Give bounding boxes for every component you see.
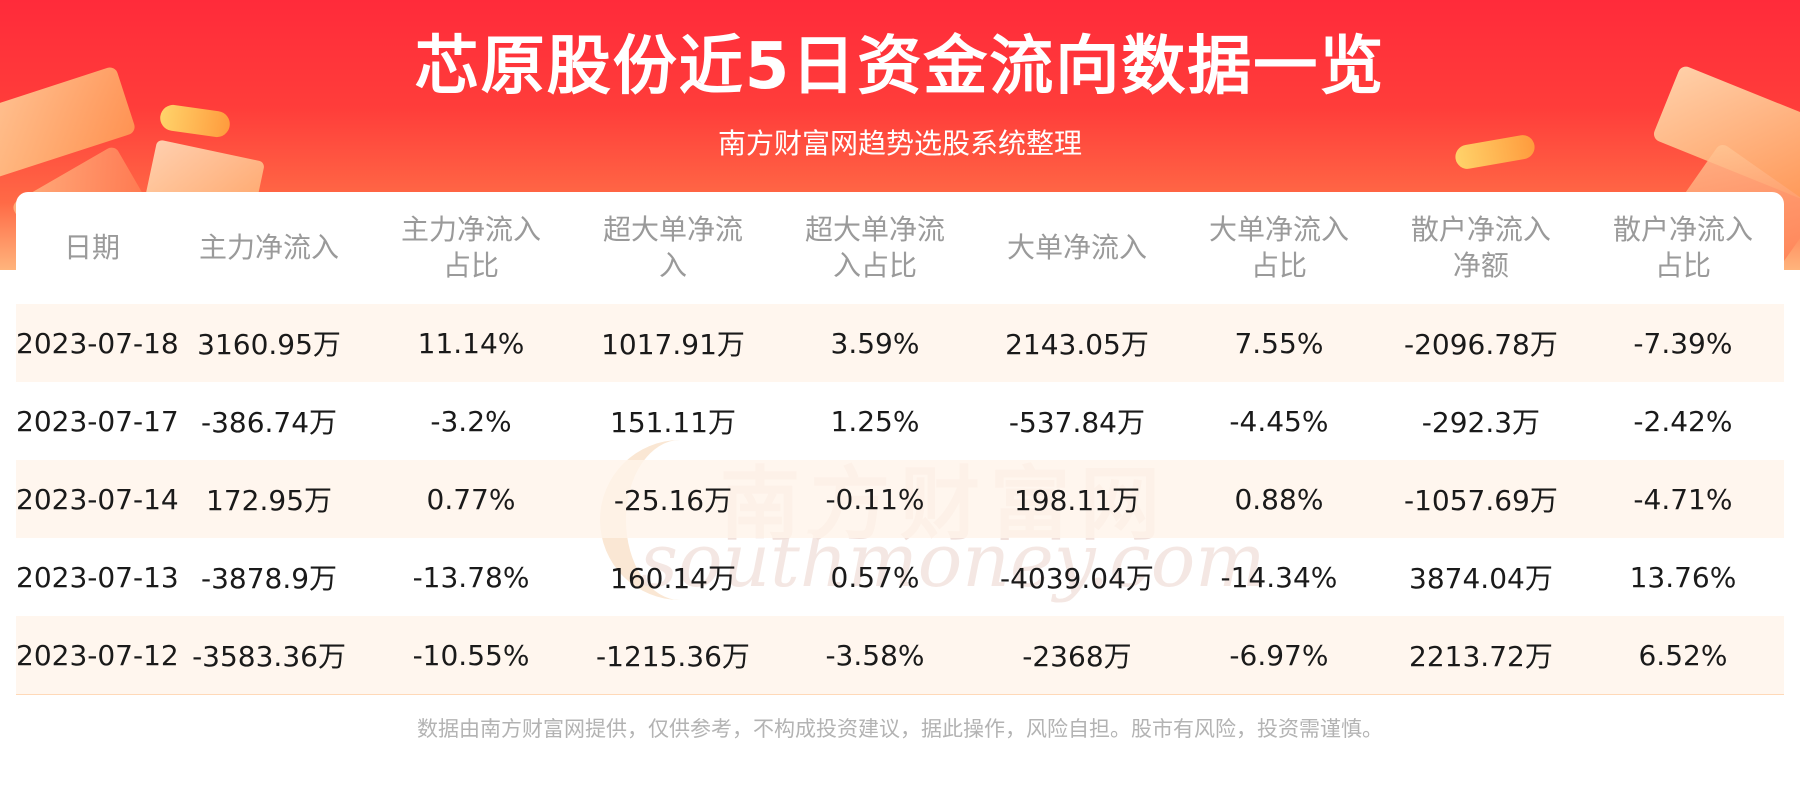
page-subtitle: 南方财富网趋势选股系统整理 [717, 127, 1082, 160]
column-header: 主力净流入 [168, 192, 370, 304]
cell-xl-order-inflow: -1215.36万 [572, 616, 774, 695]
fund-flow-table: 日期 主力净流入 主力净流入 占比 超大单净流入 超大单净流 入占比 大单净流入 大… [16, 192, 1784, 695]
cell-xl-order-ratio: 0.57% [830, 560, 920, 594]
cell-date: 2023-07-12 [16, 616, 179, 695]
cell-xl-order-ratio: 3.59% [773, 304, 976, 382]
column-header: 大单净流入 [976, 192, 1178, 304]
page-title: 芯原股份近5日资金流向数据一览 [414, 30, 1386, 104]
cell-main-inflow: 172.95万 [168, 460, 371, 538]
cell-xl-order-inflow: 160.14万 [610, 562, 736, 595]
table-row: 2023-07-12 -3583.36万 -10.55% -1215.36万 -… [16, 616, 1784, 695]
cell-large-order-inflow: -4039.04万 [1000, 562, 1154, 595]
cell-large-order-inflow: -2368万 [975, 616, 1178, 695]
column-header-line: 超大单净流 [602, 213, 743, 246]
cell-main-inflow-ratio: 11.14% [370, 304, 572, 382]
disclaimer-text: 数据由南方财富网提供，仅供参考，不构成投资建议，据此操作，风险自担。股市有风险，… [417, 717, 1383, 741]
cell-retail-ratio: -2.42% [1633, 404, 1733, 438]
cell-xl-order-ratio: -0.11% [773, 460, 976, 538]
table-card [16, 192, 1784, 692]
cell-large-order-inflow: 198.11万 [975, 460, 1178, 538]
cell-retail-ratio: 6.52% [1581, 616, 1784, 695]
cell-date: 2023-07-13 [16, 560, 179, 594]
column-header-line: 占比 [1250, 249, 1307, 282]
column-header-line: 入占比 [832, 249, 917, 282]
cell-xl-order-inflow: -25.16万 [572, 460, 774, 538]
column-header-line: 净额 [1452, 249, 1509, 282]
column-header: 主力净流入 占比 [370, 192, 572, 304]
table-header-row: 日期 主力净流入 主力净流入 占比 超大单净流入 超大单净流 入占比 大单净流入 大… [16, 192, 1784, 304]
cell-xl-order-ratio: 1.25% [830, 404, 920, 438]
column-header-line: 主力净流入 [401, 213, 542, 246]
cell-main-inflow: -3878.9万 [200, 562, 338, 595]
cell-main-inflow: 3160.95万 [168, 304, 371, 382]
cell-retail-ratio: -7.39% [1581, 304, 1784, 382]
column-header: 超大单净流入 [572, 192, 774, 304]
column-header-line: 散户净流入 [1410, 213, 1551, 246]
table-row: 2023-07-17 -386.74万 -3.2% 151.11万 1.25% … [16, 382, 1784, 460]
cell-retail-inflow: 3874.04万 [1409, 562, 1553, 595]
column-header: 日期 [16, 192, 168, 304]
cell-retail-inflow: -2096.78万 [1379, 304, 1582, 382]
column-header-line: 超大单净流 [804, 213, 945, 246]
cell-large-order-inflow: 2143.05万 [975, 304, 1178, 382]
column-header: 大单净流入 占比 [1178, 192, 1380, 304]
cell-main-inflow-ratio: -10.55% [370, 616, 572, 695]
column-header-line: 散户净流入 [1612, 213, 1753, 246]
cell-large-order-ratio: 7.55% [1177, 304, 1380, 382]
cell-retail-ratio: -4.71% [1581, 460, 1784, 538]
column-header-line: 日期 [64, 231, 121, 264]
column-header-line: 主力净流入 [199, 231, 340, 264]
cell-xl-order-inflow: 151.11万 [610, 406, 736, 439]
cell-large-order-inflow: -537.84万 [1008, 406, 1145, 439]
column-header-line: 占比 [443, 249, 500, 282]
cell-xl-order-inflow: 1017.91万 [572, 304, 774, 382]
cell-retail-inflow: -1057.69万 [1379, 460, 1582, 538]
cell-main-inflow: -386.74万 [200, 406, 338, 439]
cell-xl-order-ratio: -3.58% [773, 616, 976, 695]
cell-retail-inflow: 2213.72万 [1379, 616, 1582, 695]
column-header: 散户净流入 占比 [1582, 192, 1784, 304]
column-header: 超大单净流 入占比 [774, 192, 976, 304]
cell-main-inflow-ratio: -3.2% [430, 404, 512, 438]
column-header-line: 大单净流入 [1208, 213, 1349, 246]
cell-retail-inflow: -292.3万 [1421, 406, 1541, 439]
cell-main-inflow-ratio: -13.78% [412, 560, 530, 594]
cell-large-order-ratio: -4.45% [1229, 404, 1329, 438]
column-header-line: 入 [658, 249, 687, 282]
cell-large-order-ratio: -14.34% [1220, 560, 1338, 594]
cell-main-inflow-ratio: 0.77% [370, 460, 572, 538]
column-header-line: 大单净流入 [1006, 231, 1147, 264]
cell-main-inflow: -3583.36万 [168, 616, 371, 695]
column-header: 散户净流入 净额 [1380, 192, 1582, 304]
cell-date: 2023-07-14 [16, 460, 179, 538]
cell-retail-ratio: 13.76% [1629, 560, 1737, 594]
cell-date: 2023-07-18 [16, 304, 179, 382]
column-header-line: 占比 [1654, 249, 1711, 282]
table-row: 2023-07-14 172.95万 0.77% -25.16万 -0.11% … [16, 460, 1784, 538]
table-row: 2023-07-13 -3878.9万 -13.78% 160.14万 0.57… [16, 538, 1784, 616]
table-row: 2023-07-18 3160.95万 11.14% 1017.91万 3.59… [16, 304, 1784, 382]
cell-date: 2023-07-17 [16, 404, 179, 438]
cell-large-order-ratio: -6.97% [1177, 616, 1380, 695]
cell-large-order-ratio: 0.88% [1177, 460, 1380, 538]
